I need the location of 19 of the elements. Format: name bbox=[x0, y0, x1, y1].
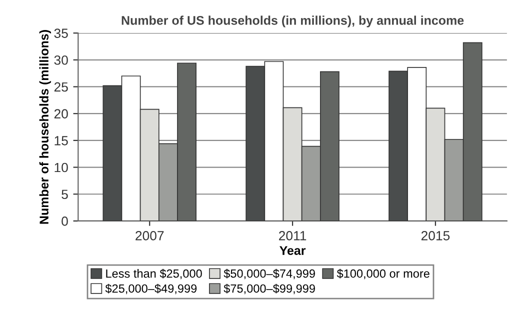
chart-title: Number of US households (in millions), by annual income bbox=[122, 16, 464, 28]
y-tick-label: 15 bbox=[54, 136, 68, 146]
legend-label: $75,000–$99,999 bbox=[224, 284, 315, 294]
legend-label: $100,000 or more bbox=[336, 268, 430, 280]
legend-label: $25,000–$49,999 bbox=[105, 284, 197, 294]
legend-label: $50,000–$74,999 bbox=[224, 268, 315, 280]
x-tick-label: 2015 bbox=[421, 231, 450, 240]
x-tick-label: 2007 bbox=[136, 231, 164, 240]
y-tick-label: 30 bbox=[54, 55, 68, 65]
y-axis-title: Number of households (millions) bbox=[39, 30, 51, 224]
x-axis-title: Year bbox=[280, 246, 306, 255]
y-tick-label: 10 bbox=[54, 162, 68, 172]
y-tick-label: 20 bbox=[54, 109, 68, 118]
y-tick-label: 0 bbox=[62, 216, 68, 226]
y-tick-label: 5 bbox=[62, 190, 68, 200]
y-tick-label: 35 bbox=[54, 28, 68, 38]
y-tick-label: 25 bbox=[54, 82, 68, 92]
legend-label: Less than $25,000 bbox=[106, 268, 202, 280]
x-tick-label: 2011 bbox=[279, 231, 306, 240]
